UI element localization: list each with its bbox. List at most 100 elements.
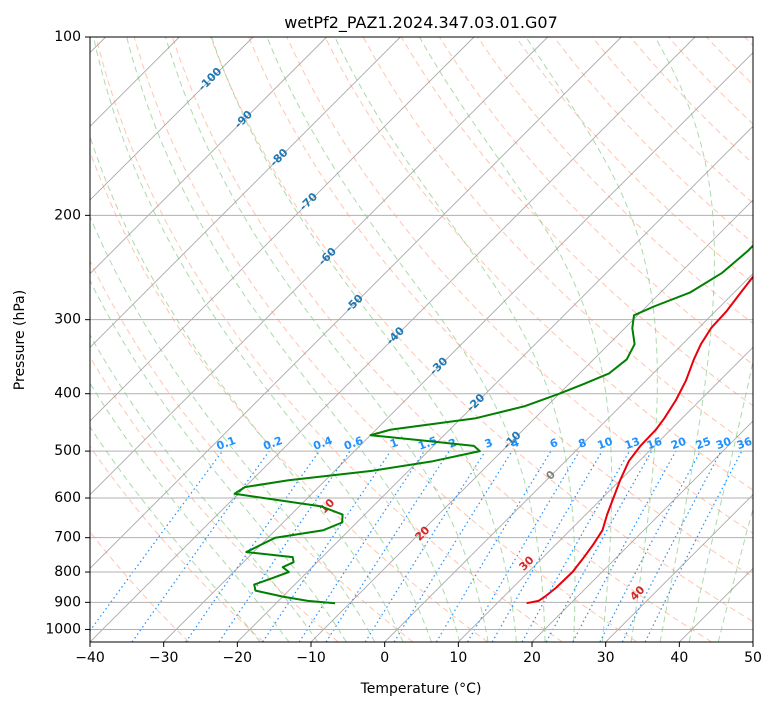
chart-title: wetPf2_PAZ1.2024.347.03.01.G07	[284, 13, 558, 33]
mixing-ratio-lines	[90, 450, 743, 642]
dry-adiabat-line	[477, 37, 753, 325]
moist-adiabat-line	[418, 37, 613, 642]
moist-adiabat-line	[654, 37, 716, 642]
mixing-ratio-line	[644, 450, 743, 642]
y-tick-label: 200	[54, 207, 81, 223]
isotherm-lines	[90, 37, 753, 642]
mixing-ratio-label: 3	[483, 436, 495, 451]
isotherm-line	[90, 37, 548, 496]
temperature-series-line	[526, 275, 753, 605]
isotherm-label: -60	[316, 245, 339, 268]
moist-adiabat-line	[211, 37, 517, 642]
dry-adiabat-label: 20	[412, 523, 432, 543]
isotherm-label: -70	[297, 190, 320, 213]
mixing-ratio-label: 0.1	[215, 434, 238, 453]
x-tick-label: 10	[449, 650, 467, 666]
mixing-ratio-label: 8	[577, 436, 589, 451]
isotherm-line	[90, 37, 622, 569]
mixing-ratio-line	[185, 450, 320, 642]
mixing-ratio-line	[393, 450, 513, 642]
mixing-ratio-line	[325, 450, 450, 642]
mixing-ratio-line	[466, 450, 580, 642]
isotherm-line	[237, 125, 753, 642]
plot-frame	[89, 36, 754, 643]
dry-adiabat-line	[90, 445, 264, 642]
mixing-ratio-line	[572, 450, 677, 642]
y-tick-label: 900	[54, 594, 81, 610]
y-tick-label: 500	[54, 443, 81, 459]
dry-adiabat-line	[706, 37, 753, 86]
dry-adiabat-line	[248, 37, 753, 578]
moist-adiabat-line	[266, 37, 546, 642]
dry-adiabat-line	[90, 356, 339, 642]
moist-adiabat-line	[90, 426, 261, 642]
y-tick-label: 600	[54, 490, 81, 506]
moist-adiabat-lines	[90, 37, 753, 642]
dry-adiabat-line	[171, 37, 712, 642]
y-tick-label: 800	[54, 564, 81, 580]
y-tick-label: 300	[54, 312, 81, 328]
x-tick-label: −40	[75, 650, 105, 666]
x-tick-label: 40	[670, 650, 688, 666]
dry-adiabat-line	[90, 531, 190, 642]
isotherm-line	[679, 567, 753, 642]
y-tick-label: 400	[54, 386, 81, 402]
moist-adiabat-line	[688, 359, 753, 642]
isotherm-label: -40	[384, 324, 407, 347]
x-axis-ticks: −40 −30 −20 −10 0 10 20 30 40 50	[75, 642, 762, 666]
x-tick-label: −30	[149, 650, 179, 666]
dewpoint-series-line	[233, 244, 753, 605]
dry-adiabat-line	[438, 37, 753, 366]
mixing-ratio-line	[599, 450, 702, 642]
plot-area: -100-90-80-70-60-50-40-30-20-10010203040…	[90, 37, 754, 642]
isotherm-line	[90, 37, 401, 348]
mixing-ratio-label: 20	[669, 435, 688, 453]
isotherm-line	[458, 346, 753, 642]
mixing-ratio-line	[364, 450, 486, 642]
dry-adiabat-line	[95, 37, 563, 642]
dry-adiabat-line	[286, 37, 753, 534]
x-tick-label: 50	[744, 650, 762, 666]
mixing-ratio-label: 0.6	[342, 434, 365, 453]
moist-adiabat-line	[717, 507, 753, 642]
x-tick-label: 30	[597, 650, 615, 666]
mixing-ratio-line	[298, 450, 425, 642]
isotherm-label: -90	[232, 108, 255, 131]
isotherm-line	[90, 37, 696, 642]
y-tick-label: 1000	[45, 621, 81, 637]
dry-adiabat-label: 30	[517, 553, 537, 573]
moist-adiabat-line	[93, 37, 432, 642]
mixing-ratio-label: 4	[509, 436, 521, 451]
moist-adiabat-line	[126, 37, 461, 642]
mixing-ratio-label: 1.5	[416, 434, 439, 453]
isotherm-label: 0	[543, 468, 558, 483]
isotherm-label: -50	[343, 292, 366, 315]
dry-adiabat-line	[90, 150, 488, 642]
isotherm-line	[90, 37, 327, 275]
moist-adiabat-line	[90, 382, 290, 642]
mixing-ratio-label: 30	[714, 435, 733, 453]
moist-adiabat-line	[90, 135, 404, 642]
moist-adiabat-line	[525, 37, 658, 642]
mixing-ratio-label: 0.2	[262, 434, 285, 453]
mixing-ratio-label: 36	[735, 435, 754, 453]
isotherm-line	[752, 641, 753, 642]
mixing-ratio-label: 0.4	[311, 434, 334, 453]
moist-adiabat-line	[90, 215, 376, 642]
x-tick-label: −20	[223, 650, 253, 666]
dry-adiabat-line	[515, 37, 753, 284]
y-axis-label: Pressure (hPa)	[12, 290, 28, 390]
moist-adiabat-line	[334, 37, 576, 642]
isotherm-line	[90, 37, 254, 201]
moist-adiabat-line	[90, 334, 319, 642]
dry-adiabat-line	[744, 37, 753, 47]
mixing-ratio-label: 25	[694, 435, 713, 452]
isotherm-line	[310, 199, 753, 642]
mixing-ratio-line	[262, 450, 392, 642]
isotherm-label: -80	[267, 146, 290, 169]
isotherm-line	[531, 420, 753, 642]
mixing-ratio-line	[545, 450, 653, 642]
dry-adiabat-line	[324, 37, 753, 491]
mixing-ratio-label: 16	[645, 435, 664, 453]
